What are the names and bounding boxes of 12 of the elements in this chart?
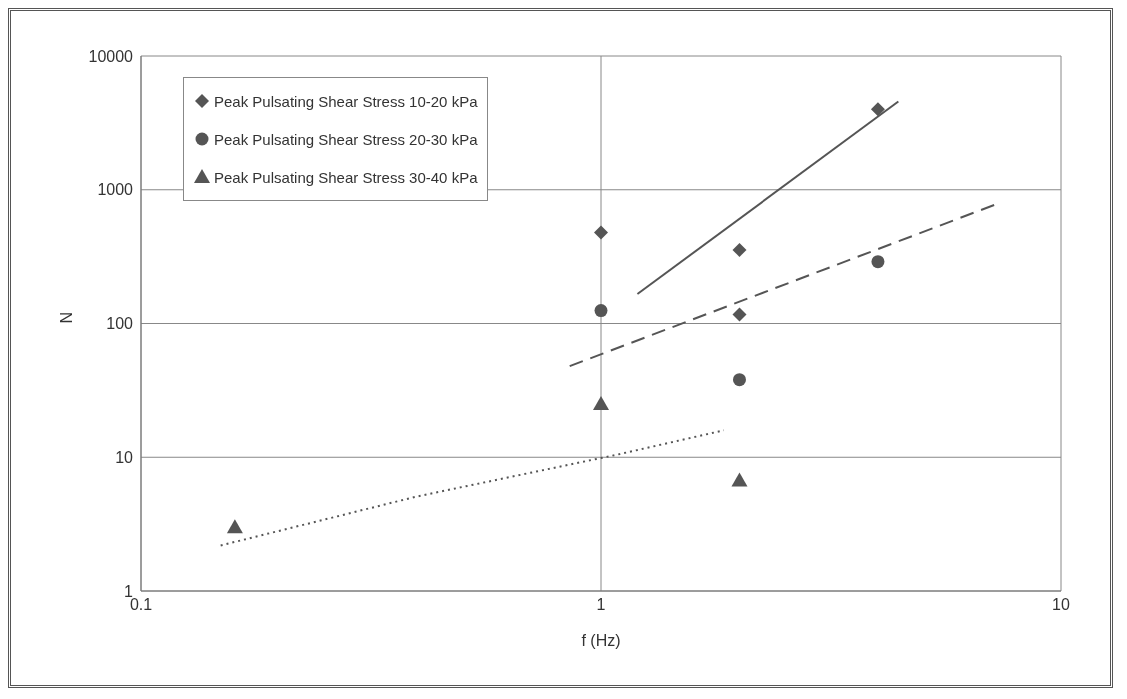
x-tick-label: 0.1 xyxy=(129,596,153,614)
x-tick-label: 10 xyxy=(1052,596,1070,614)
y-tick-label: 10 xyxy=(115,448,134,466)
y-tick-label: 1000 xyxy=(97,181,134,199)
legend-label: Peak Pulsating Shear Stress 20-30 kPa xyxy=(214,130,478,148)
y-tick-label: 10000 xyxy=(88,47,134,65)
x-axis-title: f (Hz) xyxy=(581,632,621,649)
legend-label: Peak Pulsating Shear Stress 30-40 kPa xyxy=(214,168,478,186)
y-tick-label: 100 xyxy=(106,315,134,333)
y-axis-title: N xyxy=(57,311,75,324)
x-tick-label: 1 xyxy=(596,596,606,614)
legend-label: Peak Pulsating Shear Stress 10-20 kPa xyxy=(214,92,478,110)
